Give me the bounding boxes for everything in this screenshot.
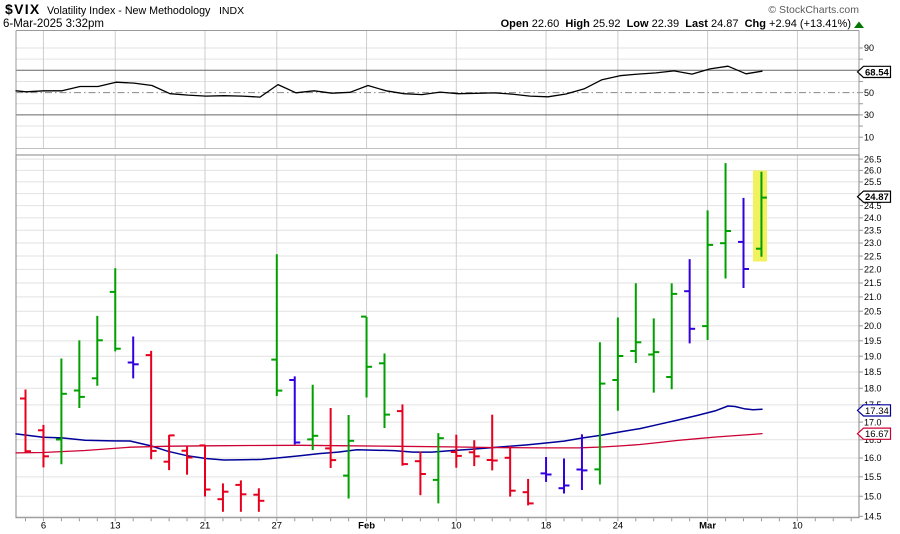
svg-text:17.0: 17.0 bbox=[864, 417, 882, 427]
svg-text:24.87: 24.87 bbox=[865, 192, 889, 203]
svg-text:15.0: 15.0 bbox=[864, 492, 882, 502]
svg-text:21.0: 21.0 bbox=[864, 292, 882, 302]
svg-text:20.0: 20.0 bbox=[864, 321, 882, 331]
svg-text:6-Mar-2025 3:32pm: 6-Mar-2025 3:32pm bbox=[3, 18, 104, 30]
svg-text:Volatility Index - New Methodo: Volatility Index - New Methodology bbox=[47, 5, 211, 17]
svg-text:Mar: Mar bbox=[699, 521, 716, 532]
svg-text:20.5: 20.5 bbox=[864, 306, 882, 316]
svg-text:18: 18 bbox=[541, 521, 552, 532]
svg-text:$VIX: $VIX bbox=[5, 1, 41, 17]
svg-text:14.5: 14.5 bbox=[864, 512, 882, 522]
svg-text:16.0: 16.0 bbox=[864, 453, 882, 463]
svg-text:19.5: 19.5 bbox=[864, 336, 882, 346]
svg-text:18.5: 18.5 bbox=[864, 367, 882, 377]
svg-text:23.0: 23.0 bbox=[864, 238, 882, 248]
svg-text:10: 10 bbox=[451, 521, 462, 532]
svg-text:13: 13 bbox=[110, 521, 121, 532]
svg-text:10: 10 bbox=[792, 521, 803, 532]
svg-text:Feb: Feb bbox=[358, 521, 375, 532]
svg-text:27: 27 bbox=[272, 521, 283, 532]
svg-text:19.0: 19.0 bbox=[864, 351, 882, 361]
svg-text:25.5: 25.5 bbox=[864, 177, 882, 187]
svg-text:30: 30 bbox=[864, 110, 874, 120]
svg-text:18.0: 18.0 bbox=[864, 383, 882, 393]
svg-text:© StockCharts.com: © StockCharts.com bbox=[768, 4, 859, 16]
svg-text:26.5: 26.5 bbox=[864, 154, 882, 164]
svg-text:Open 22.60 High 25.92 Low 22: Open 22.60 High 25.92 Low 22.39 Last 24.… bbox=[501, 18, 851, 30]
svg-text:16.67: 16.67 bbox=[865, 429, 889, 440]
svg-text:24.5: 24.5 bbox=[864, 201, 882, 211]
svg-text:17.34: 17.34 bbox=[865, 406, 889, 417]
svg-text:6: 6 bbox=[41, 521, 46, 532]
svg-text:INDX: INDX bbox=[219, 5, 244, 17]
svg-text:10: 10 bbox=[864, 132, 874, 142]
svg-text:22.5: 22.5 bbox=[864, 251, 882, 261]
svg-text:21: 21 bbox=[200, 521, 211, 532]
svg-text:68.54: 68.54 bbox=[865, 67, 889, 78]
svg-text:90: 90 bbox=[864, 43, 874, 53]
svg-text:16.5: 16.5 bbox=[864, 435, 882, 445]
svg-text:24.0: 24.0 bbox=[864, 213, 882, 223]
svg-text:24: 24 bbox=[613, 521, 624, 532]
svg-text:21.5: 21.5 bbox=[864, 278, 882, 288]
svg-text:15.5: 15.5 bbox=[864, 472, 882, 482]
svg-text:50: 50 bbox=[864, 88, 874, 98]
svg-text:22.0: 22.0 bbox=[864, 265, 882, 275]
svg-text:26.0: 26.0 bbox=[864, 166, 882, 176]
svg-text:23.5: 23.5 bbox=[864, 226, 882, 236]
